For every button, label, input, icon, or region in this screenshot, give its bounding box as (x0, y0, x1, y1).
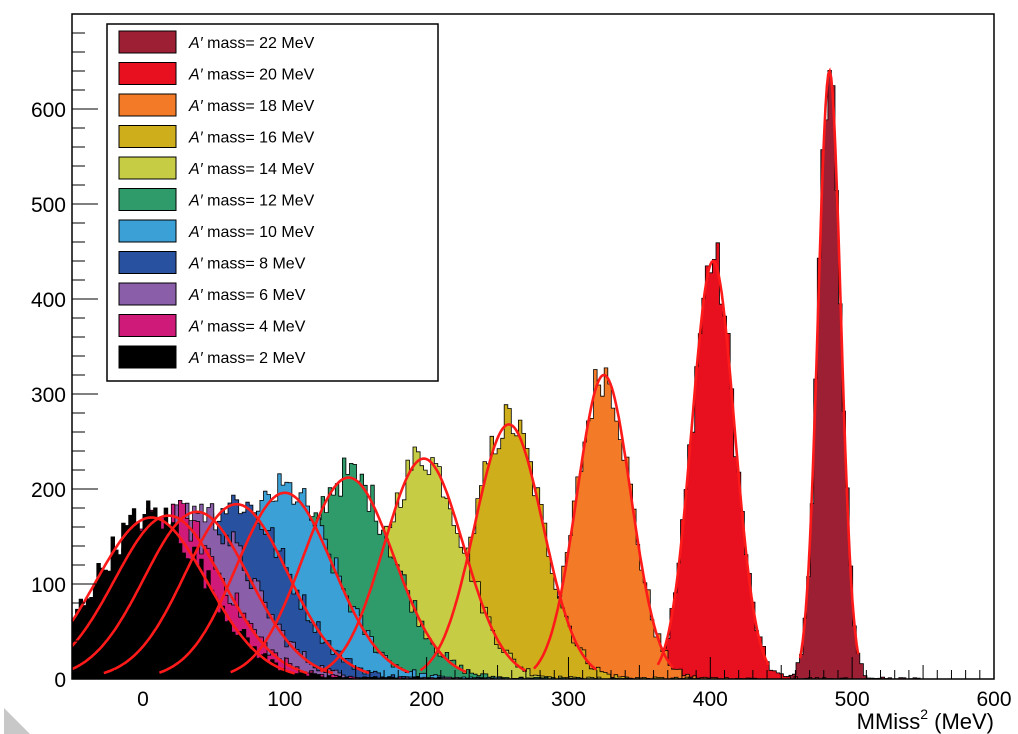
legend-label-text: mass= 12 MeV (203, 193, 315, 210)
fit-curve-series-2 (532, 373, 674, 670)
x-axis-title-main: MMiss (857, 709, 921, 734)
y-tick-label: 400 (31, 289, 66, 312)
x-axis-title-superscript: 2 (920, 706, 928, 722)
legend-label: A′ mass= 8 MeV (188, 256, 306, 273)
legend-label-text: mass= 2 MeV (203, 350, 306, 367)
legend-label-text: mass= 16 MeV (203, 130, 315, 147)
legend-swatch (118, 93, 177, 117)
legend-label-prefix: A′ (188, 67, 204, 84)
legend-label: A′ mass= 2 MeV (188, 350, 306, 367)
legend-swatch (118, 188, 177, 211)
legend-label-prefix: A′ (188, 350, 204, 367)
legend-label-prefix: A′ (188, 35, 204, 52)
legend-label-text: mass= 10 MeV (203, 224, 315, 241)
legend-label-prefix: A′ (188, 256, 204, 273)
x-tick-label: 0 (137, 688, 149, 711)
legend-label-prefix: A′ (188, 224, 204, 241)
x-tick-label: 500 (835, 688, 870, 711)
legend-swatch (118, 156, 177, 180)
legend-label-prefix: A′ (188, 98, 204, 115)
legend-swatch (118, 30, 177, 54)
fit-curve-series-5 (230, 476, 467, 674)
x-axis-title: MMiss2 (MeV) (857, 706, 994, 734)
legend-label-text: mass= 6 MeV (203, 287, 306, 304)
y-tick-label: 0 (54, 669, 66, 692)
legend-swatch (118, 345, 177, 369)
legend-label: A′ mass= 10 MeV (188, 224, 315, 241)
x-axis-title-unit: (MeV) (928, 709, 994, 734)
legend-label: A′ mass= 18 MeV (188, 98, 315, 115)
corner-triangle-icon (4, 708, 30, 734)
legend-label: A′ mass= 4 MeV (188, 319, 306, 336)
y-tick-label: 500 (31, 194, 66, 217)
fit-curve-series-9 (71, 514, 308, 675)
fit-curve-series-10 (70, 516, 296, 675)
plot-frame (71, 13, 995, 680)
y-tick-label: 200 (31, 479, 66, 502)
y-tick-label: 300 (31, 384, 66, 407)
legend-label: A′ mass= 12 MeV (188, 193, 315, 210)
legend-swatch (118, 62, 177, 85)
x-axis-ticks: 0 100 200 300 400 500 600 (71, 657, 1012, 711)
legend-label-text: mass= 8 MeV (203, 256, 306, 273)
legend-label-text: mass= 20 MeV (203, 67, 315, 84)
fit-curve-series-1 (656, 259, 770, 666)
legend-label-text: mass= 18 MeV (203, 98, 315, 115)
fit-curve-series-0 (798, 67, 860, 659)
legend-label-text: mass= 4 MeV (203, 319, 306, 336)
fit-curve-series-4 (319, 457, 527, 673)
legend-label: A′ mass= 14 MeV (188, 161, 315, 178)
y-tick-label: 600 (31, 99, 66, 122)
fit-curve-series-8 (71, 510, 334, 675)
legend-swatch (118, 251, 177, 274)
legend-label: A′ mass= 22 MeV (188, 35, 315, 52)
legend-label: A′ mass= 6 MeV (188, 287, 306, 304)
legend-label-text: mass= 22 MeV (203, 35, 315, 52)
legend-swatch (118, 219, 177, 243)
legend-swatch (118, 125, 177, 148)
x-tick-label: 400 (693, 688, 728, 711)
legend-label-prefix: A′ (188, 287, 204, 304)
legend-label-prefix: A′ (188, 319, 204, 336)
legend-label-text: mass= 14 MeV (203, 161, 315, 178)
legend-swatch (118, 282, 177, 306)
fit-curve-series-6 (158, 491, 410, 674)
legend-label: A′ mass= 20 MeV (188, 67, 315, 84)
fit-curve-series-7 (103, 502, 370, 675)
y-axis-ticks: 0 100 200 300 400 500 600 (31, 13, 98, 692)
legend-label: A′ mass= 16 MeV (188, 130, 315, 147)
y-tick-label: 100 (31, 574, 66, 597)
legend-label-prefix: A′ (188, 161, 204, 178)
gaussian-fit-curves (70, 67, 860, 675)
legend-label-prefix: A′ (188, 193, 204, 210)
legend-label-prefix: A′ (188, 130, 204, 147)
x-tick-label: 600 (976, 688, 1011, 711)
x-tick-label: 100 (267, 688, 302, 711)
x-tick-label: 200 (409, 688, 444, 711)
x-tick-label: 300 (551, 688, 586, 711)
legend-swatch (118, 314, 177, 337)
fit-curve-series-3 (419, 423, 598, 672)
